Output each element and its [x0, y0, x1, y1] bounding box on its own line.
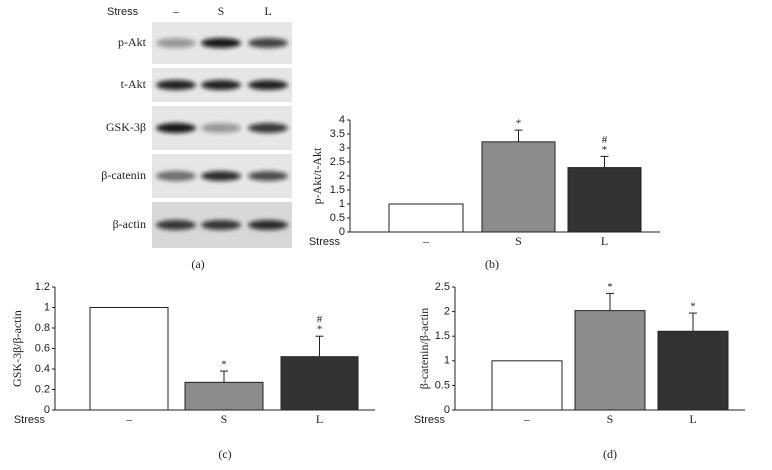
y-tick-label: 0.2	[35, 383, 50, 395]
blot-band	[156, 220, 196, 230]
significance-marker: *	[221, 359, 227, 371]
y-tick-label: 1.5	[435, 330, 450, 342]
bar	[280, 356, 359, 411]
blot-row-label: β-catenin	[101, 168, 146, 182]
x-tick-label: S	[607, 412, 614, 426]
x-tick-label: L	[689, 412, 696, 426]
y-tick-label: 1	[44, 301, 50, 313]
significance-marker: *	[602, 144, 608, 156]
y-tick-label: 3.5	[330, 128, 345, 140]
blot-band	[156, 123, 196, 133]
lane-label: L	[264, 4, 271, 18]
bar	[491, 360, 563, 411]
bar	[574, 310, 646, 411]
blot-band	[201, 220, 241, 230]
blot-row-label: GSK-3β	[106, 120, 146, 134]
y-tick-label: 0.6	[35, 342, 50, 354]
blot-band	[156, 80, 196, 90]
blot-band	[248, 171, 288, 181]
y-tick-label: 2.5	[330, 156, 345, 168]
significance-marker: *	[516, 118, 522, 130]
x-axis-label: Stress	[14, 414, 46, 426]
significance-marker: *	[317, 324, 323, 336]
significance-marker: *	[690, 301, 696, 313]
x-axis-label: Stress	[414, 414, 446, 426]
panel-label: (a)	[191, 257, 204, 271]
panel-label: (d)	[603, 447, 617, 461]
y-tick-label: 2	[339, 170, 345, 182]
blot-row-label: β-actin	[113, 217, 146, 231]
y-tick-label: 0.5	[330, 212, 345, 224]
y-tick-label: 0	[339, 226, 345, 238]
bar	[657, 330, 729, 411]
blot-band	[201, 171, 241, 181]
blot-band	[156, 38, 196, 48]
blot-band	[201, 80, 241, 90]
x-tick-label: L	[601, 234, 608, 248]
x-axis-label: Stress	[309, 236, 341, 248]
bar	[89, 307, 169, 411]
significance-marker: #	[317, 314, 323, 326]
x-tick-label: S	[221, 412, 228, 426]
blot-band	[248, 38, 288, 48]
significance-marker: *	[607, 281, 613, 293]
y-tick-label: 0.5	[435, 379, 450, 391]
y-tick-label: 2.5	[435, 281, 450, 293]
y-tick-label: 2	[444, 306, 450, 318]
blot-band	[201, 123, 241, 133]
x-tick-label: –	[125, 412, 133, 426]
y-tick-label: 0.8	[35, 322, 50, 334]
blot-band	[248, 123, 288, 133]
bar	[567, 167, 642, 233]
blot-band	[156, 171, 196, 181]
blot-band	[248, 80, 288, 90]
y-tick-label: 0.4	[35, 363, 50, 375]
panel-label: (c)	[218, 447, 231, 461]
y-tick-label: 0	[44, 404, 50, 416]
x-tick-label: –	[523, 412, 531, 426]
lane-label: –	[172, 4, 180, 18]
significance-marker: #	[602, 134, 608, 146]
y-tick-label: 3	[339, 142, 345, 154]
y-tick-label: 1	[444, 355, 450, 367]
y-tick-label: 1.5	[330, 184, 345, 196]
x-tick-label: S	[515, 234, 522, 248]
blot-band	[248, 220, 288, 230]
y-tick-label: 0	[444, 404, 450, 416]
blot-row-label: p-Akt	[118, 35, 147, 49]
lane-label: S	[218, 4, 225, 18]
bar	[388, 203, 464, 233]
bar	[184, 381, 264, 411]
bar	[481, 141, 556, 233]
panel-label: (b)	[485, 257, 499, 271]
blot-row-label: t-Akt	[121, 77, 147, 91]
x-tick-label: L	[316, 412, 323, 426]
y-axis-label: p-Akt/t-Akt	[310, 147, 324, 204]
y-tick-label: 1.2	[35, 281, 50, 293]
y-tick-label: 4	[339, 114, 345, 126]
blot-band	[201, 38, 241, 48]
y-axis-label: GSK-3β/β-actin	[10, 310, 24, 387]
y-axis-label: β-catenin/β-actin	[417, 308, 431, 390]
x-tick-label: –	[422, 234, 430, 248]
y-tick-label: 1	[339, 198, 345, 210]
blot-header: Stress	[107, 6, 139, 18]
